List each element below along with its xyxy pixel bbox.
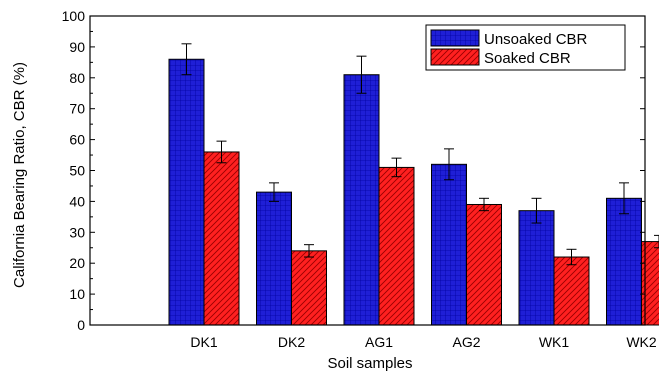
y-tick-label: 10 bbox=[69, 286, 85, 302]
legend: Unsoaked CBR Soaked CBR bbox=[425, 24, 626, 71]
legend-swatch-soaked bbox=[430, 48, 480, 66]
y-tick-label: 20 bbox=[69, 255, 85, 271]
bar-unsoaked bbox=[343, 74, 380, 326]
bar-unsoaked bbox=[431, 163, 467, 326]
y-tick-label: 80 bbox=[69, 70, 85, 86]
legend-label-unsoaked: Unsoaked CBR bbox=[484, 31, 588, 48]
bar-unsoaked bbox=[168, 58, 205, 326]
plot-area bbox=[168, 43, 659, 326]
x-tick-label: WK2 bbox=[626, 334, 657, 350]
bar-soaked bbox=[203, 151, 240, 326]
y-tick-label: 90 bbox=[69, 39, 85, 55]
x-tick-label: DK2 bbox=[278, 334, 305, 350]
legend-swatch-unsoaked bbox=[430, 29, 480, 47]
axes: Soil samples California Bearing Ratio, C… bbox=[11, 8, 657, 372]
legend-label-soaked: Soaked CBR bbox=[484, 50, 571, 67]
y-tick-label: 100 bbox=[62, 8, 86, 24]
bar-soaked bbox=[553, 256, 590, 326]
bar-soaked bbox=[291, 250, 327, 326]
x-tick-label: AG2 bbox=[452, 334, 480, 350]
x-axis-title: Soil samples bbox=[327, 355, 412, 372]
bar-soaked bbox=[641, 241, 659, 326]
x-tick-label: WK1 bbox=[539, 334, 570, 350]
bar-soaked bbox=[378, 166, 415, 326]
x-tick-label: DK1 bbox=[190, 334, 217, 350]
y-tick-label: 70 bbox=[69, 101, 85, 117]
y-tick-label: 60 bbox=[69, 132, 85, 148]
bar-soaked bbox=[466, 203, 502, 326]
y-tick-label: 30 bbox=[69, 224, 85, 240]
y-tick-label: 50 bbox=[69, 163, 85, 179]
x-tick-label: AG1 bbox=[365, 334, 393, 350]
y-tick-label: 0 bbox=[77, 317, 85, 333]
bar-unsoaked bbox=[256, 191, 292, 326]
y-tick-label: 40 bbox=[69, 193, 85, 209]
bar-unsoaked bbox=[518, 210, 555, 326]
bar-unsoaked bbox=[606, 197, 642, 326]
y-axis-title: California Bearing Ratio, CBR (%) bbox=[11, 62, 28, 288]
